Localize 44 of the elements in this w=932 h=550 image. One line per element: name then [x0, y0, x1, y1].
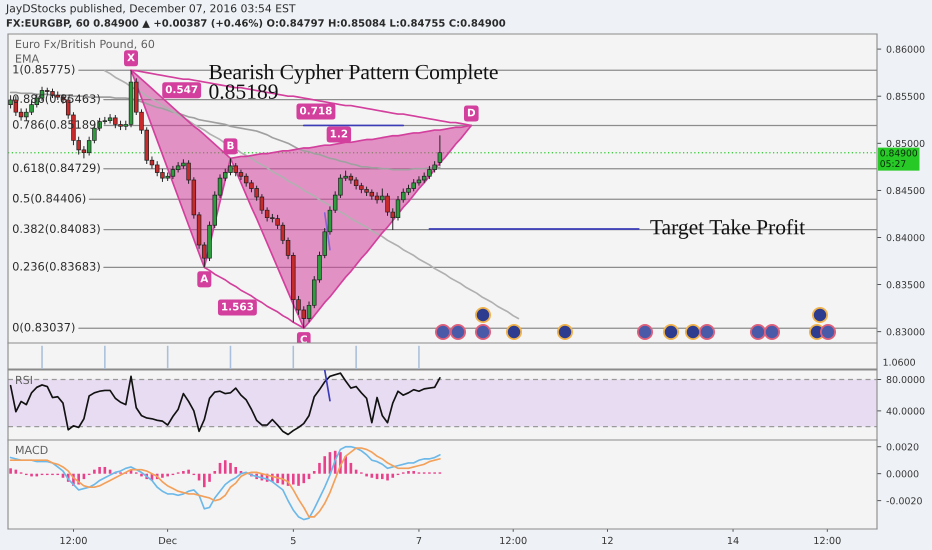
y-tick-label: 0.83000 [886, 328, 924, 336]
annotation: EMA [16, 54, 40, 63]
ref-line-label: 0.618(0.84729) [12, 163, 100, 174]
annotation: RSI [16, 376, 32, 384]
data-label: B [227, 142, 234, 150]
ref-line-label: 0.5(0.84406) [12, 194, 86, 204]
x-tick-label: 7 [416, 536, 422, 544]
y-tick-label: 0.84000 [886, 234, 924, 242]
data-label: A [200, 274, 208, 282]
y-tick-label: 0.85000 [886, 140, 924, 148]
x-tick-label: Dec [159, 536, 176, 544]
y-tick-label: 40.0000 [886, 407, 924, 415]
y-tick-label: 0.83500 [886, 281, 924, 288]
y-tick-label: 0.86000 [886, 46, 924, 53]
ref-line-label: 0(0.83037) [12, 322, 74, 333]
data-label: D [468, 108, 476, 116]
data-label: X [127, 54, 135, 62]
x-tick-label: 14 [728, 536, 739, 544]
annotation: MACD [16, 446, 48, 454]
text: 1.0600 [884, 358, 915, 366]
annotation: Euro Fx/British Pound, 60 [16, 40, 154, 50]
x-tick-label: 5 [290, 536, 296, 544]
y-tick-label: 0.84500 [886, 186, 924, 194]
ref-line-label: 1(0.85775) [13, 64, 74, 75]
chart-title: JayDStocks published, December 07, 2016 03:54 EST [5, 4, 296, 14]
y-tick-label: -0.0020 [886, 497, 922, 504]
ref-line-label: 0.236(0.83683) [12, 262, 100, 272]
y-tick-label: 0.85500 [886, 92, 924, 100]
x-tick-label: 12:00 [814, 536, 841, 544]
x-tick-label: 12 [602, 536, 613, 544]
ref-line-label: 0.382(0.84083) [12, 224, 100, 234]
y-tick-label: 0.0020 [886, 443, 918, 450]
y-tick-label: 80.0000 [886, 376, 924, 384]
series-label: 1.563 [222, 302, 254, 311]
annotation: Bearish Cypher Pattern Complete 0.85189 [209, 64, 498, 99]
x-tick-label: 12:00 [60, 536, 87, 544]
annotation: Target Take Profit [650, 219, 806, 239]
ref-line-label: 0.84900 05:27 [880, 150, 918, 168]
x-tick-label: 12:00 [500, 536, 527, 544]
series-label: 1.2 [330, 130, 348, 138]
chart-subtitle: FX:EURGBP, 60 0.84900 ▲ +0.00387 (+0.46%) O:0.84797 H:0.85084 L:0.84755 C:0.84900 [6, 19, 506, 28]
series-label: 0.547 [166, 85, 198, 94]
series-label: 0.718 [300, 106, 332, 115]
y-tick-label: 0.0000 [886, 470, 918, 478]
